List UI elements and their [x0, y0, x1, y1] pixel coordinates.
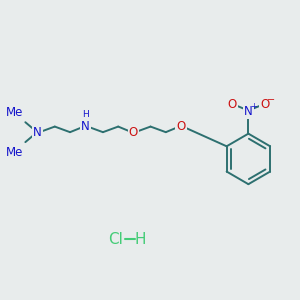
Text: Me: Me [6, 106, 23, 119]
Text: H: H [135, 232, 146, 247]
Text: O: O [176, 120, 186, 133]
Text: −: − [267, 95, 275, 105]
Text: O: O [227, 98, 237, 111]
Text: O: O [260, 98, 269, 111]
Text: Cl: Cl [108, 232, 123, 247]
Text: N: N [244, 105, 253, 118]
Text: Me: Me [6, 146, 23, 159]
Text: +: + [250, 101, 257, 110]
Text: N: N [33, 126, 41, 139]
Text: N: N [81, 120, 90, 133]
Text: O: O [129, 126, 138, 139]
Text: H: H [82, 110, 89, 119]
